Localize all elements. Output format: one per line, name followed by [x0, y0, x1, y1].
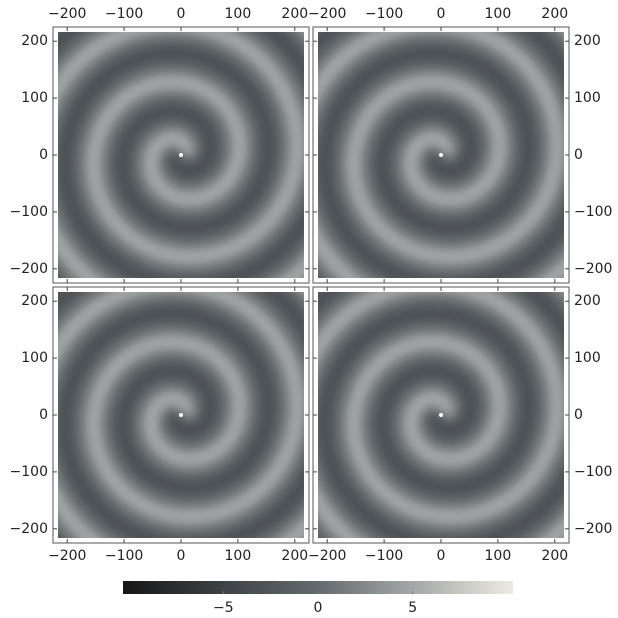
y-tick-label: −100 — [10, 204, 48, 220]
x-tick-label: 0 — [177, 6, 186, 22]
y-tick-label: −100 — [574, 464, 612, 480]
x-tick-label: 100 — [225, 548, 252, 564]
core — [179, 413, 183, 417]
y-tick-label: 0 — [574, 407, 583, 423]
y-tick-label: −100 — [574, 204, 612, 220]
spiral-arm — [58, 32, 304, 278]
density-image — [318, 32, 564, 278]
x-tick-label: 0 — [177, 548, 186, 564]
x-tick-label: 100 — [225, 6, 252, 22]
y-tick-label: −200 — [574, 521, 612, 537]
x-tick-label: −200 — [308, 6, 346, 22]
x-tick-label: 100 — [485, 548, 512, 564]
spiral-arm — [58, 32, 304, 278]
y-tick-label: 100 — [21, 350, 48, 366]
y-tick-label: 0 — [39, 147, 48, 163]
y-tick-label: 200 — [574, 33, 601, 49]
x-tick-label: 0 — [437, 548, 446, 564]
colorbar — [123, 581, 513, 594]
y-tick-label: 200 — [574, 293, 601, 309]
spiral-arm — [318, 32, 564, 278]
spiral-arm — [318, 292, 564, 538]
colorbar-tick-label: 5 — [408, 600, 417, 616]
spiral-arm — [58, 292, 304, 538]
x-tick-label: 200 — [281, 6, 308, 22]
density-image — [58, 292, 304, 538]
density-image — [318, 292, 564, 538]
y-tick-label: 100 — [574, 350, 601, 366]
x-tick-label: 200 — [281, 548, 308, 564]
spiral-arm — [58, 292, 304, 538]
x-tick-label: 100 — [485, 6, 512, 22]
colorbar-tick-label: 0 — [314, 600, 323, 616]
x-tick-label: 200 — [541, 6, 568, 22]
y-tick-label: −200 — [574, 261, 612, 277]
y-tick-label: 100 — [21, 90, 48, 106]
spiral-arm — [318, 292, 564, 538]
spiral-arm — [318, 32, 564, 278]
x-tick-label: −200 — [48, 6, 86, 22]
colorbar-tick-label: −5 — [213, 600, 234, 616]
core — [439, 413, 443, 417]
y-tick-label: 0 — [574, 147, 583, 163]
x-tick-label: 200 — [541, 548, 568, 564]
x-tick-label: −200 — [308, 548, 346, 564]
core — [179, 153, 183, 157]
y-tick-label: 0 — [39, 407, 48, 423]
y-tick-label: −200 — [10, 261, 48, 277]
x-tick-label: −100 — [365, 6, 403, 22]
y-tick-label: −100 — [10, 464, 48, 480]
y-tick-label: 200 — [21, 293, 48, 309]
core — [439, 153, 443, 157]
x-tick-label: −100 — [105, 548, 143, 564]
x-tick-label: −100 — [105, 6, 143, 22]
x-tick-label: 0 — [437, 6, 446, 22]
x-tick-label: −100 — [365, 548, 403, 564]
y-tick-label: −200 — [10, 521, 48, 537]
x-tick-label: −200 — [48, 548, 86, 564]
y-tick-label: 100 — [574, 90, 601, 106]
density-image — [58, 32, 304, 278]
y-tick-label: 200 — [21, 33, 48, 49]
